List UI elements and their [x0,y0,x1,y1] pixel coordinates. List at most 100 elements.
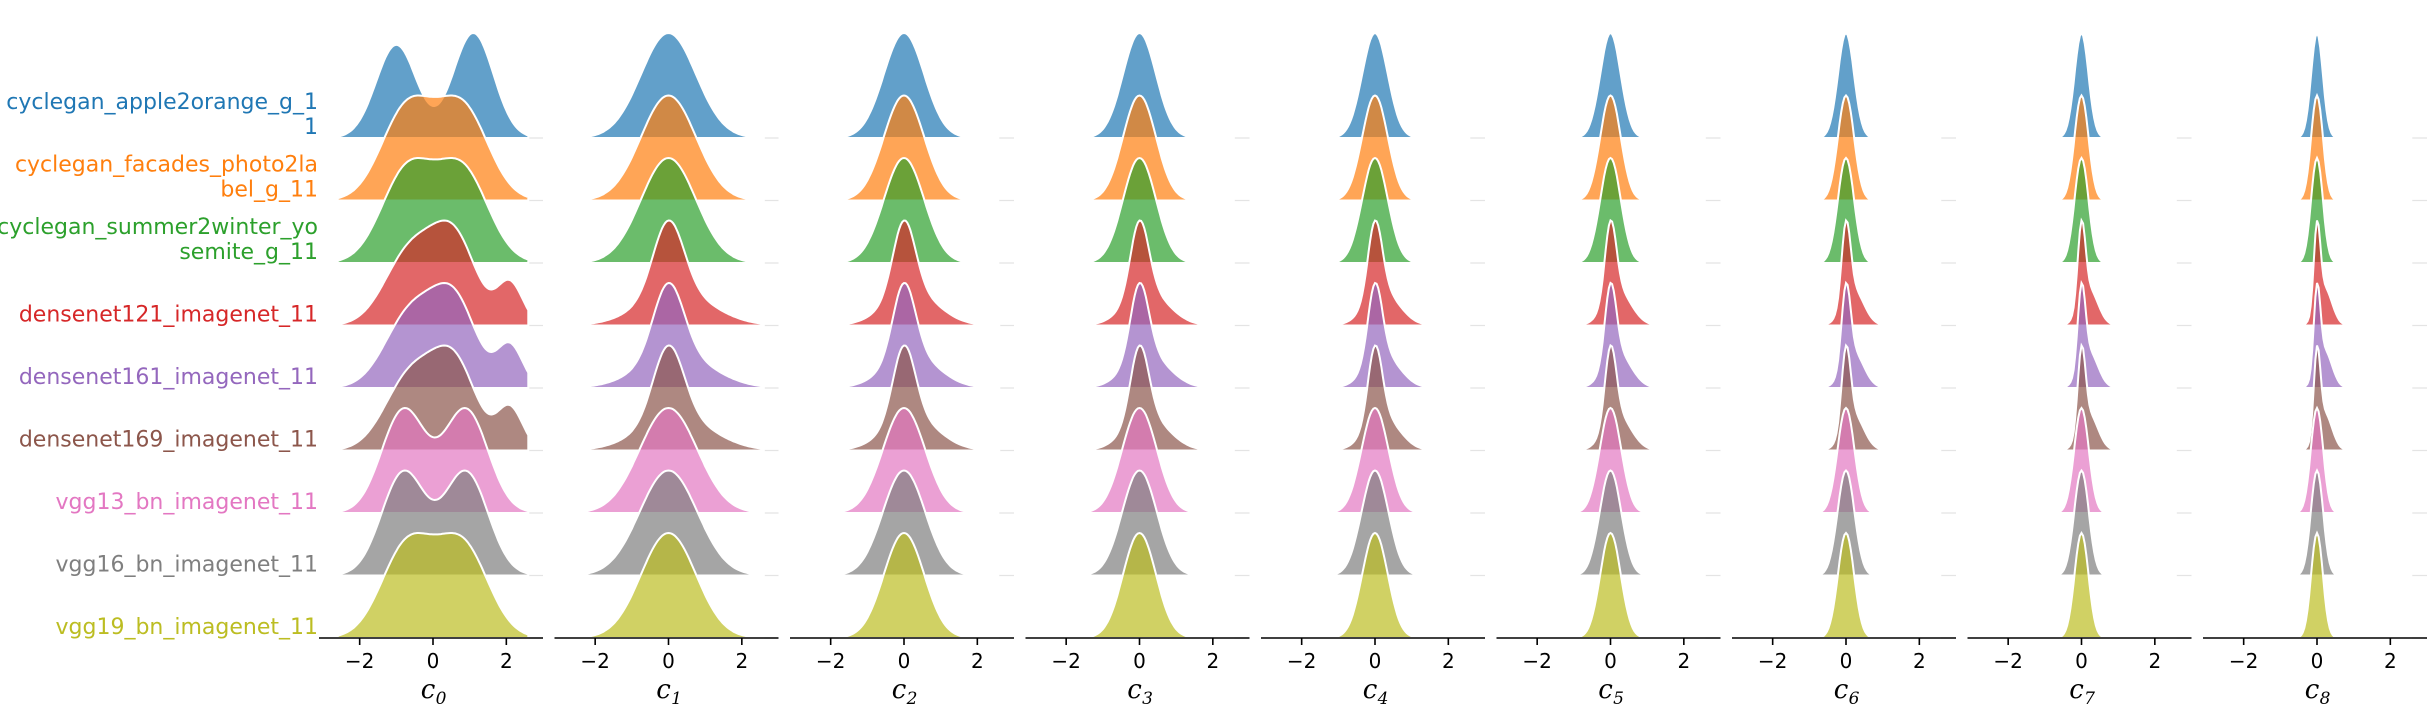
ridge-vgg13_bn_imagenet_11-c7 [1986,406,2177,514]
ridge-vgg16_bn_imagenet_11-c8 [2221,468,2413,577]
ridge-cyclegan_facades_photo2label_g_11-c2 [808,94,1000,202]
ridge-cyclegan_apple2orange_g_11-c1 [572,31,765,139]
row-label: densenet161_imagenet_11 [19,365,318,390]
row-labels: cyclegan_apple2orange_g_11 cyclegan_facad… [0,90,318,640]
x-tick-label: 2 [1206,649,1219,673]
ridge-cyclegan_apple2orange_g_11-c4 [1279,31,1471,139]
ridge-vgg19_bn_imagenet_11-c5 [1515,531,1706,639]
panel-c7: −2 0 2 c 7 [1967,31,2192,709]
ridge-vgg13_bn_imagenet_11-c6 [1750,406,1942,514]
ridge-vgg16_bn_imagenet_11-c5 [1515,469,1706,577]
ridge-densenet169_imagenet_11-c1 [572,344,765,452]
row-label: densenet121_imagenet_11 [19,303,318,328]
x-axis-label-subscript: 1 [671,689,682,709]
x-axis-label: c [2305,675,2320,705]
ridge-cyclegan_facades_photo2label_g_11-c7 [1986,93,2177,202]
ridge-densenet161_imagenet_11-c8 [2221,282,2413,389]
ridge-vgg19_bn_imagenet_11-c6 [1750,531,1942,639]
ridge-cyclegan_summer2winter_yosemite_g_11-c4 [1279,156,1471,264]
x-axis-label: c [1834,675,1849,705]
x-tick-label: 0 [898,649,911,673]
x-tick-label: 0 [1604,649,1617,673]
x-tick-label: 0 [2075,649,2088,673]
ridge-vgg13_bn_imagenet_11-c5 [1515,406,1706,514]
ridge-vgg19_bn_imagenet_11-c4 [1279,531,1471,639]
ridge-vgg16_bn_imagenet_11-c2 [808,469,1000,577]
x-axis-label: c [1598,675,1613,705]
panel-c0: −2 0 2 c 0 [319,31,543,709]
x-axis-label-subscript: 0 [436,689,447,709]
ridge-densenet121_imagenet_11-c1 [572,219,765,327]
ridge-vgg19_bn_imagenet_11-c2 [808,531,1000,639]
x-tick-label: 0 [2311,649,2324,673]
x-tick-label: 2 [500,649,513,673]
ridge-cyclegan_summer2winter_yosemite_g_11-c5 [1515,156,1706,264]
x-axis-label-subscript: 6 [1849,689,1860,709]
ridge-cyclegan_facades_photo2label_g_11-c5 [1515,94,1706,202]
row-label: bel_g_11 [220,178,318,203]
ridge-densenet169_imagenet_11-c6 [1750,343,1942,452]
ridge-vgg13_bn_imagenet_11-c8 [2221,405,2413,514]
x-tick-label: −2 [1758,649,1787,673]
x-axis-label: c [656,675,671,705]
x-axis-label: c [421,675,436,705]
x-axis-label: c [1363,675,1378,705]
panel-c8: −2 0 2 c 8 [2203,30,2427,709]
panel-c5: −2 0 2 c 5 [1496,31,1721,709]
x-tick-label: −2 [816,649,845,673]
ridge-densenet161_imagenet_11-c7 [1986,279,2177,389]
ridge-cyclegan_facades_photo2label_g_11-c4 [1279,94,1471,202]
row-label: cyclegan_summer2winter_yo [0,215,318,240]
panel-c6: −2 0 2 c 6 [1732,31,1956,709]
ridge-densenet169_imagenet_11-c3 [1044,344,1235,452]
x-axis-label-subscript: 7 [2084,689,2095,709]
x-axis-label-subscript: 5 [1613,689,1624,709]
ridge-cyclegan_apple2orange_g_11-c5 [1515,31,1706,139]
x-tick-label: 2 [2148,649,2161,673]
ridge-densenet121_imagenet_11-c5 [1515,218,1706,327]
ridge-densenet161_imagenet_11-c6 [1750,280,1942,389]
ridge-cyclegan_apple2orange_g_11-c2 [808,31,1000,139]
ridge-densenet121_imagenet_11-c0 [336,219,530,327]
ridge-vgg16_bn_imagenet_11-c4 [1279,469,1471,577]
x-tick-label: 2 [971,649,984,673]
ridge-densenet169_imagenet_11-c0 [336,344,530,452]
ridge-vgg13_bn_imagenet_11-c3 [1044,406,1235,514]
ridge-vgg16_bn_imagenet_11-c1 [572,469,765,577]
ridge-cyclegan_facades_photo2label_g_11-c3 [1044,94,1235,202]
row-label: densenet169_imagenet_11 [19,428,318,453]
row-label: cyclegan_facades_photo2la [15,153,318,178]
x-tick-label: 2 [735,649,748,673]
x-axis-label-subscript: 2 [906,689,918,709]
x-tick-label: −2 [1051,649,1080,673]
ridge-vgg13_bn_imagenet_11-c4 [1279,406,1471,514]
ridge-vgg19_bn_imagenet_11-c0 [336,532,530,639]
ridge-vgg19_bn_imagenet_11-c1 [572,531,765,639]
ridge-cyclegan_apple2orange_g_11-c3 [1044,31,1235,139]
ridge-cyclegan_apple2orange_g_11-c8 [2221,30,2413,139]
x-axis-label: c [1127,675,1142,705]
x-tick-label: 2 [1677,649,1690,673]
ridge-cyclegan_summer2winter_yosemite_g_11-c2 [808,156,1000,264]
ridge-densenet169_imagenet_11-c8 [2221,345,2413,452]
ridge-cyclegan_summer2winter_yosemite_g_11-c1 [572,156,765,264]
ridge-cyclegan_summer2winter_yosemite_g_11-c8 [2221,155,2413,264]
panel-c1: −2 0 2 c 1 [554,31,779,709]
ridge-densenet161_imagenet_11-c4 [1279,281,1471,389]
x-tick-label: −2 [2229,649,2258,673]
ridge-cyclegan_summer2winter_yosemite_g_11-c3 [1044,156,1235,264]
panel-c2: −2 0 2c 2 [790,31,1014,709]
ridge-vgg16_bn_imagenet_11-c3 [1044,469,1235,577]
x-axis-label-subscript: 8 [2320,689,2331,709]
ridge-densenet121_imagenet_11-c4 [1279,219,1471,327]
x-tick-label: −2 [1522,649,1551,673]
ridge-vgg13_bn_imagenet_11-c2 [808,406,1000,514]
x-axis-label-subscript: 3 [1142,689,1153,709]
ridge-densenet169_imagenet_11-c2 [808,344,1001,452]
ridge-densenet169_imagenet_11-c5 [1515,343,1706,452]
ridge-densenet121_imagenet_11-c6 [1750,218,1942,327]
ridge-vgg19_bn_imagenet_11-c7 [1986,531,2177,639]
ridge-densenet121_imagenet_11-c3 [1044,219,1235,327]
ridge-densenet161_imagenet_11-c2 [808,281,1001,389]
ridge-densenet121_imagenet_11-c8 [2221,220,2413,327]
